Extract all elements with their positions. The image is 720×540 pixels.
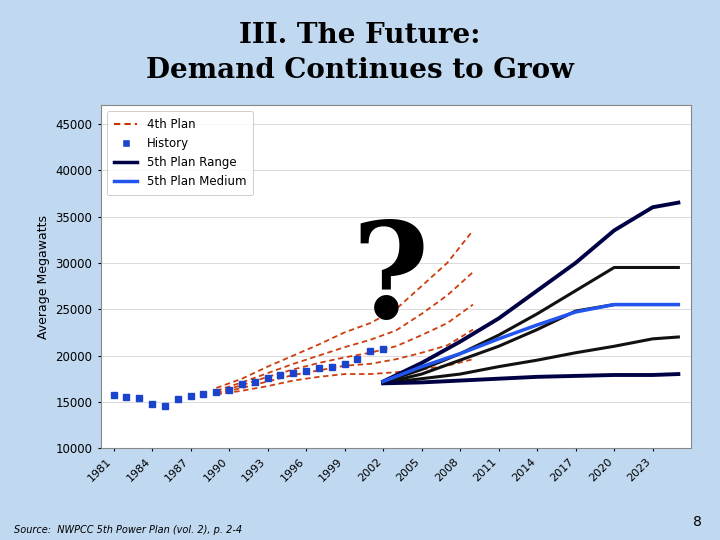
Legend: 4th Plan, History, 5th Plan Range, 5th Plan Medium: 4th Plan, History, 5th Plan Range, 5th P… xyxy=(107,111,253,195)
Text: Source:  NWPCC 5th Power Plan (vol. 2), p. 2-4: Source: NWPCC 5th Power Plan (vol. 2), p… xyxy=(14,525,243,535)
Text: III. The Future:: III. The Future: xyxy=(239,22,481,49)
Y-axis label: Average Megawatts: Average Megawatts xyxy=(37,215,50,339)
Text: ?: ? xyxy=(351,217,428,346)
Text: 8: 8 xyxy=(693,516,702,530)
Text: Demand Continues to Grow: Demand Continues to Grow xyxy=(146,57,574,84)
